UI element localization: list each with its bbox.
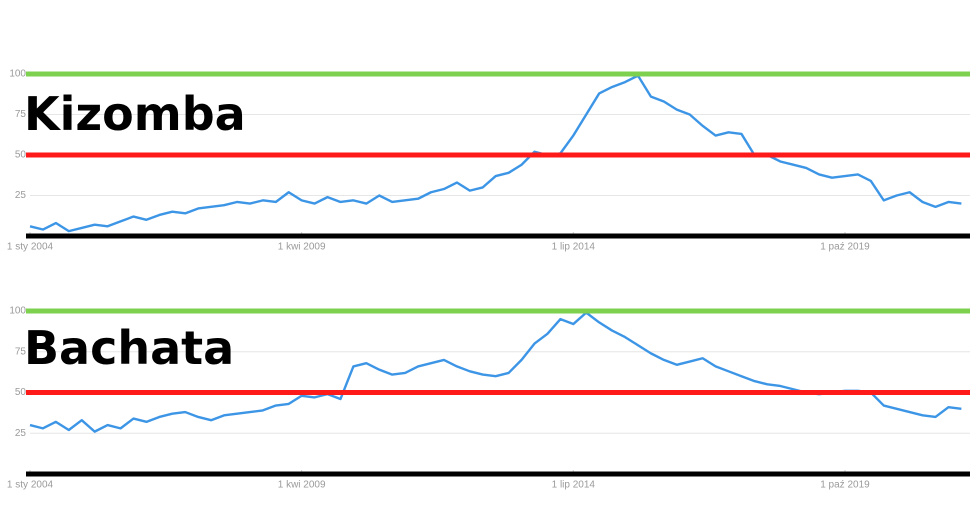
x-tick-label: 1 paź 2019 <box>820 480 870 491</box>
x-tick-label: 1 lip 2014 <box>552 242 596 253</box>
y-tick-label: 25 <box>15 190 27 201</box>
x-tick-label: 1 sty 2004 <box>7 480 54 491</box>
y-tick-label: 100 <box>9 69 26 80</box>
x-tick-label: 1 kwi 2009 <box>278 480 326 491</box>
y-tick-label: 100 <box>9 306 26 317</box>
y-tick-label: 50 <box>15 150 27 161</box>
x-tick-label: 1 kwi 2009 <box>278 242 326 253</box>
chart: 25 50 75 100 1 sty 2004 1 kwi 2009 1 lip 2014 1… <box>7 306 970 491</box>
chart-title: Kizomba <box>24 87 246 141</box>
y-tick-label: 75 <box>15 109 27 120</box>
y-tick-label: 50 <box>15 387 27 398</box>
x-tick-label: 1 sty 2004 <box>7 242 54 253</box>
x-tick-label: 1 lip 2014 <box>552 480 596 491</box>
trend-line <box>29 74 962 233</box>
y-tick-label: 75 <box>15 346 27 357</box>
chart: 25 50 75 100 1 sty 2004 1 kwi 2009 1 lip 2014 1… <box>7 69 970 253</box>
chart-title: Bachata <box>24 321 234 375</box>
y-tick-label: 25 <box>15 428 27 439</box>
x-tick-label: 1 paź 2019 <box>820 242 870 253</box>
